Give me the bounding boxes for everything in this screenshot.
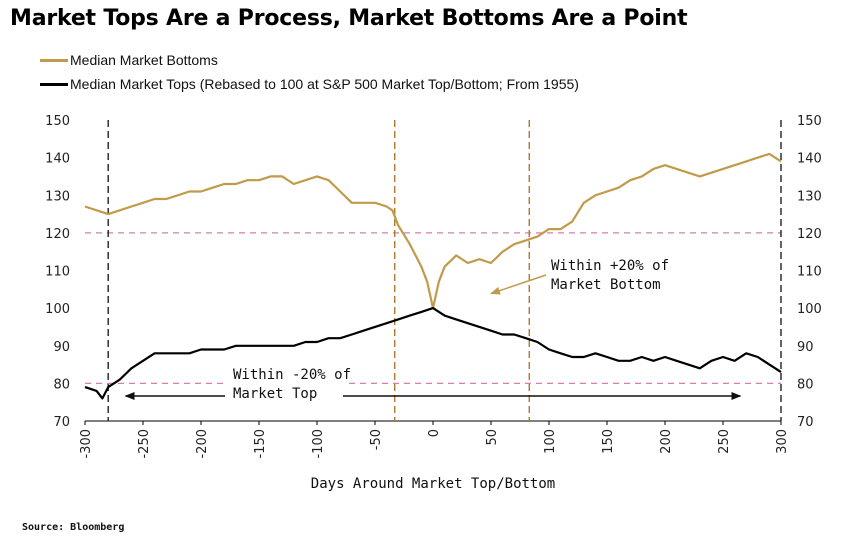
y-tick-left: 140 [45,152,70,167]
y-tick-right: 90 [797,340,814,355]
x-tick-label: -250 [137,429,152,459]
legend-item-bottoms: Median Market Bottoms [40,48,579,72]
source-note: Source: Bloomberg [22,522,125,533]
x-tick-label: -50 [369,429,384,450]
y-tick-right: 130 [797,189,822,204]
legend-item-tops: Median Market Tops (Rebased to 100 at S&… [40,72,579,96]
x-tick-label: -300 [79,429,94,459]
annotation-bottom-arrow [490,274,547,295]
y-tick-left: 130 [45,189,70,204]
y-tick-right: 110 [797,265,822,280]
y-tick-right: 140 [797,152,822,167]
legend: Median Market Bottoms Median Market Tops… [40,48,579,96]
x-tick-label: 200 [659,429,674,454]
y-tick-left: 90 [53,340,70,355]
annotation-top-bg [228,364,348,404]
x-tick-label: 0 [427,429,442,437]
x-axis-label: Days Around Market Top/Bottom [311,476,555,492]
x-tick-label: 300 [775,429,790,454]
y-tick-left: 120 [45,227,70,242]
x-tick-label: -150 [253,429,268,459]
x-tick-label: 100 [543,429,558,454]
y-tick-right: 100 [797,302,822,317]
legend-label-tops: Median Market Tops (Rebased to 100 at S&… [70,76,579,92]
legend-swatch-tops [40,82,68,86]
y-tick-left: 70 [53,415,70,430]
y-tick-right: 120 [797,227,822,242]
y-tick-left: 80 [53,377,70,392]
y-tick-left: 150 [45,114,70,129]
x-tick-label: 250 [717,429,732,454]
chart-title: Market Tops Are a Process, Market Bottom… [10,6,688,31]
y-tick-right: 80 [797,377,814,392]
x-tick-label: 50 [485,429,500,446]
x-tick-label: -100 [311,429,326,459]
annotation-bottom-text: Within +20% of Market Bottom [551,258,669,293]
legend-swatch-bottoms [40,58,68,62]
x-tick-label: -200 [195,429,210,459]
y-tick-left: 100 [45,302,70,317]
y-tick-right: 70 [797,415,814,430]
series-line-bottoms [84,152,782,310]
x-tick-label: 150 [601,429,616,454]
y-tick-right: 150 [797,114,822,129]
annotation-top-text: Within -20% of Market Top [233,367,351,402]
legend-label-bottoms: Median Market Bottoms [70,52,218,68]
series-line-tops [84,307,782,400]
y-tick-left: 110 [45,265,70,280]
